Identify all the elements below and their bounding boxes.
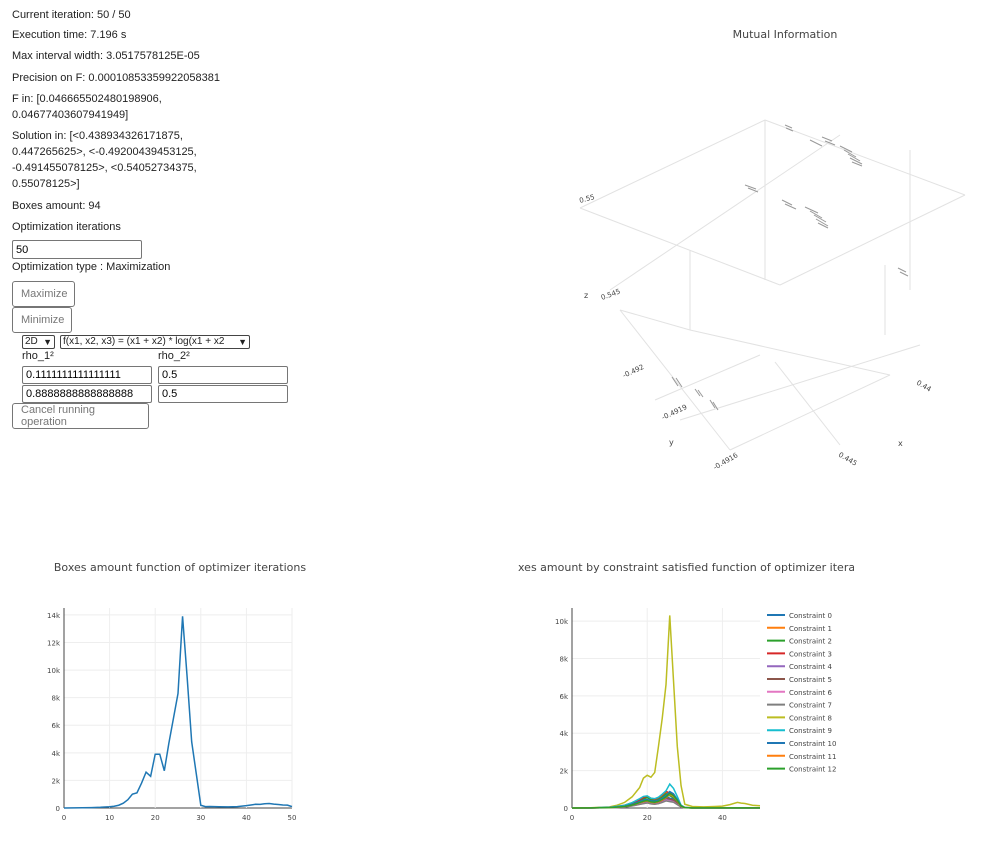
legend-label: Constraint 9 — [789, 727, 832, 735]
execution-time-text: Execution time: 7.196 s — [12, 29, 127, 41]
z-tick-label: 0.545 — [600, 288, 622, 302]
solution-line-2: 0.447265625>, <-0.49200439453125, — [12, 146, 197, 158]
chevron-down-icon: ▼ — [43, 337, 52, 347]
f-in-line-2: 0.04677403607941949] — [12, 109, 129, 121]
plot3d-scene[interactable]: 0.55 0.545 -0.492 -0.4919 -0.4916 0.44 0… — [560, 100, 980, 480]
series-line — [571, 615, 761, 809]
optimization-iterations-input[interactable] — [12, 240, 142, 259]
z-axis-label: z — [584, 291, 588, 300]
precision-text: Precision on F: 0.00010853359922058381 — [12, 72, 220, 84]
legend-label: Constraint 2 — [789, 638, 832, 646]
max-interval-width-text: Max interval width: 3.0517578125E-05 — [12, 50, 200, 62]
rho1-label: rho_1² — [22, 350, 54, 362]
x-tick-label: 20 — [643, 814, 652, 822]
legend-label: Constraint 6 — [789, 689, 833, 697]
y-tick-label: 0 — [56, 805, 60, 813]
legend-label: Constraint 12 — [789, 766, 836, 774]
legend-label: Constraint 11 — [789, 753, 836, 761]
y-tick-label: 2k — [559, 768, 568, 776]
rho1-input-b[interactable] — [22, 385, 152, 403]
legend-label: Constraint 10 — [789, 740, 836, 748]
solution-line-3: -0.491455078125>, <0.54052734375, — [12, 162, 197, 174]
function-select-value: f(x1, x2, x3) = (x1 + x2) * log(x1 + x2 — [63, 336, 225, 347]
plot3d-grid — [579, 119, 966, 451]
solution-line-1: Solution in: [<0.438934326171875, — [12, 130, 183, 142]
x-tick-label: 0.445 — [837, 451, 858, 468]
z-tick-label: 0.55 — [578, 193, 595, 205]
y-tick-label: 4k — [51, 750, 60, 758]
chevron-down-icon: ▼ — [238, 337, 247, 347]
constraint-boxes-chart[interactable]: 0 2k 4k 6k 8k 10k 0 20 40 Constraint 0 Constraint … — [520, 600, 860, 840]
current-iteration-text: Current iteration: 50 / 50 — [12, 9, 131, 21]
dimension-select[interactable]: 2D ▼ — [22, 335, 55, 349]
y-tick-label: -0.492 — [621, 363, 645, 380]
y-tick-label: 6k — [559, 693, 568, 701]
legend-label: Constraint 4 — [789, 663, 833, 671]
y-tick-label: 4k — [559, 730, 568, 738]
legend-label: Constraint 5 — [789, 676, 832, 684]
optimization-type-text: Optimization type : Maximization — [12, 261, 171, 273]
x-tick-label: 20 — [151, 814, 160, 822]
y-tick-label: 6k — [51, 722, 60, 730]
solution-line-4: 0.55078125>] — [12, 178, 80, 190]
series-line — [63, 616, 293, 809]
x-tick-label: 40 — [718, 814, 727, 822]
rho2-input-a[interactable] — [158, 366, 288, 384]
x-tick-label: 0 — [62, 814, 66, 822]
legend-label: Constraint 7 — [789, 702, 832, 710]
y-tick-label: 0 — [564, 805, 568, 813]
y-tick-label: 8k — [559, 655, 568, 663]
x-tick-label: 0.44 — [915, 379, 933, 394]
dimension-select-value: 2D — [25, 336, 38, 347]
f-in-line-1: F in: [0.046665502480198906, — [12, 93, 162, 105]
x-tick-label: 30 — [196, 814, 205, 822]
series-line — [571, 792, 760, 809]
rho1-input-a[interactable] — [22, 366, 152, 384]
legend-label: Constraint 3 — [789, 650, 832, 658]
y-tick-label: 10k — [47, 667, 61, 675]
boxes-amount-text: Boxes amount: 94 — [12, 200, 101, 212]
y-tick-label: 12k — [47, 639, 61, 647]
y-tick-label: -0.4916 — [712, 451, 740, 472]
plot3d-title: Mutual Information — [732, 28, 838, 41]
y-tick-label: 2k — [51, 777, 60, 785]
x-axis-label: x — [898, 439, 903, 448]
cancel-running-operation-button[interactable]: Cancel running operation — [12, 403, 149, 429]
y-tick-label: 14k — [47, 612, 61, 620]
x-tick-label: 50 — [288, 814, 297, 822]
x-tick-label: 0 — [570, 814, 574, 822]
legend-label: Constraint 8 — [789, 714, 832, 722]
y-tick-label: 10k — [555, 618, 569, 626]
y-axis-label: y — [669, 438, 674, 447]
plot3d-ticks: 0.55 0.545 -0.492 -0.4919 -0.4916 0.44 0… — [578, 193, 933, 472]
plot3d-boxes — [671, 124, 909, 411]
y-tick-label: 8k — [51, 695, 60, 703]
chart2-title: xes amount by constraint satisfied funct… — [518, 561, 854, 574]
maximize-button[interactable]: Maximize — [12, 281, 75, 307]
x-tick-label: 40 — [242, 814, 251, 822]
minimize-button[interactable]: Minimize — [12, 307, 72, 333]
x-tick-label: 10 — [105, 814, 114, 822]
rho2-input-b[interactable] — [158, 385, 288, 403]
legend-label: Constraint 0 — [789, 612, 832, 620]
boxes-amount-chart[interactable]: 0 2k 4k 6k 8k 10k 12k 14k 0 10 20 30 40 50 — [0, 600, 320, 840]
function-select[interactable]: f(x1, x2, x3) = (x1 + x2) * log(x1 + x2 … — [60, 335, 250, 349]
legend-label: Constraint 1 — [789, 625, 832, 633]
chart1-title: Boxes amount function of optimizer itera… — [53, 561, 307, 574]
optimization-iterations-label: Optimization iterations — [12, 221, 121, 233]
rho2-label: rho_2² — [158, 350, 190, 362]
